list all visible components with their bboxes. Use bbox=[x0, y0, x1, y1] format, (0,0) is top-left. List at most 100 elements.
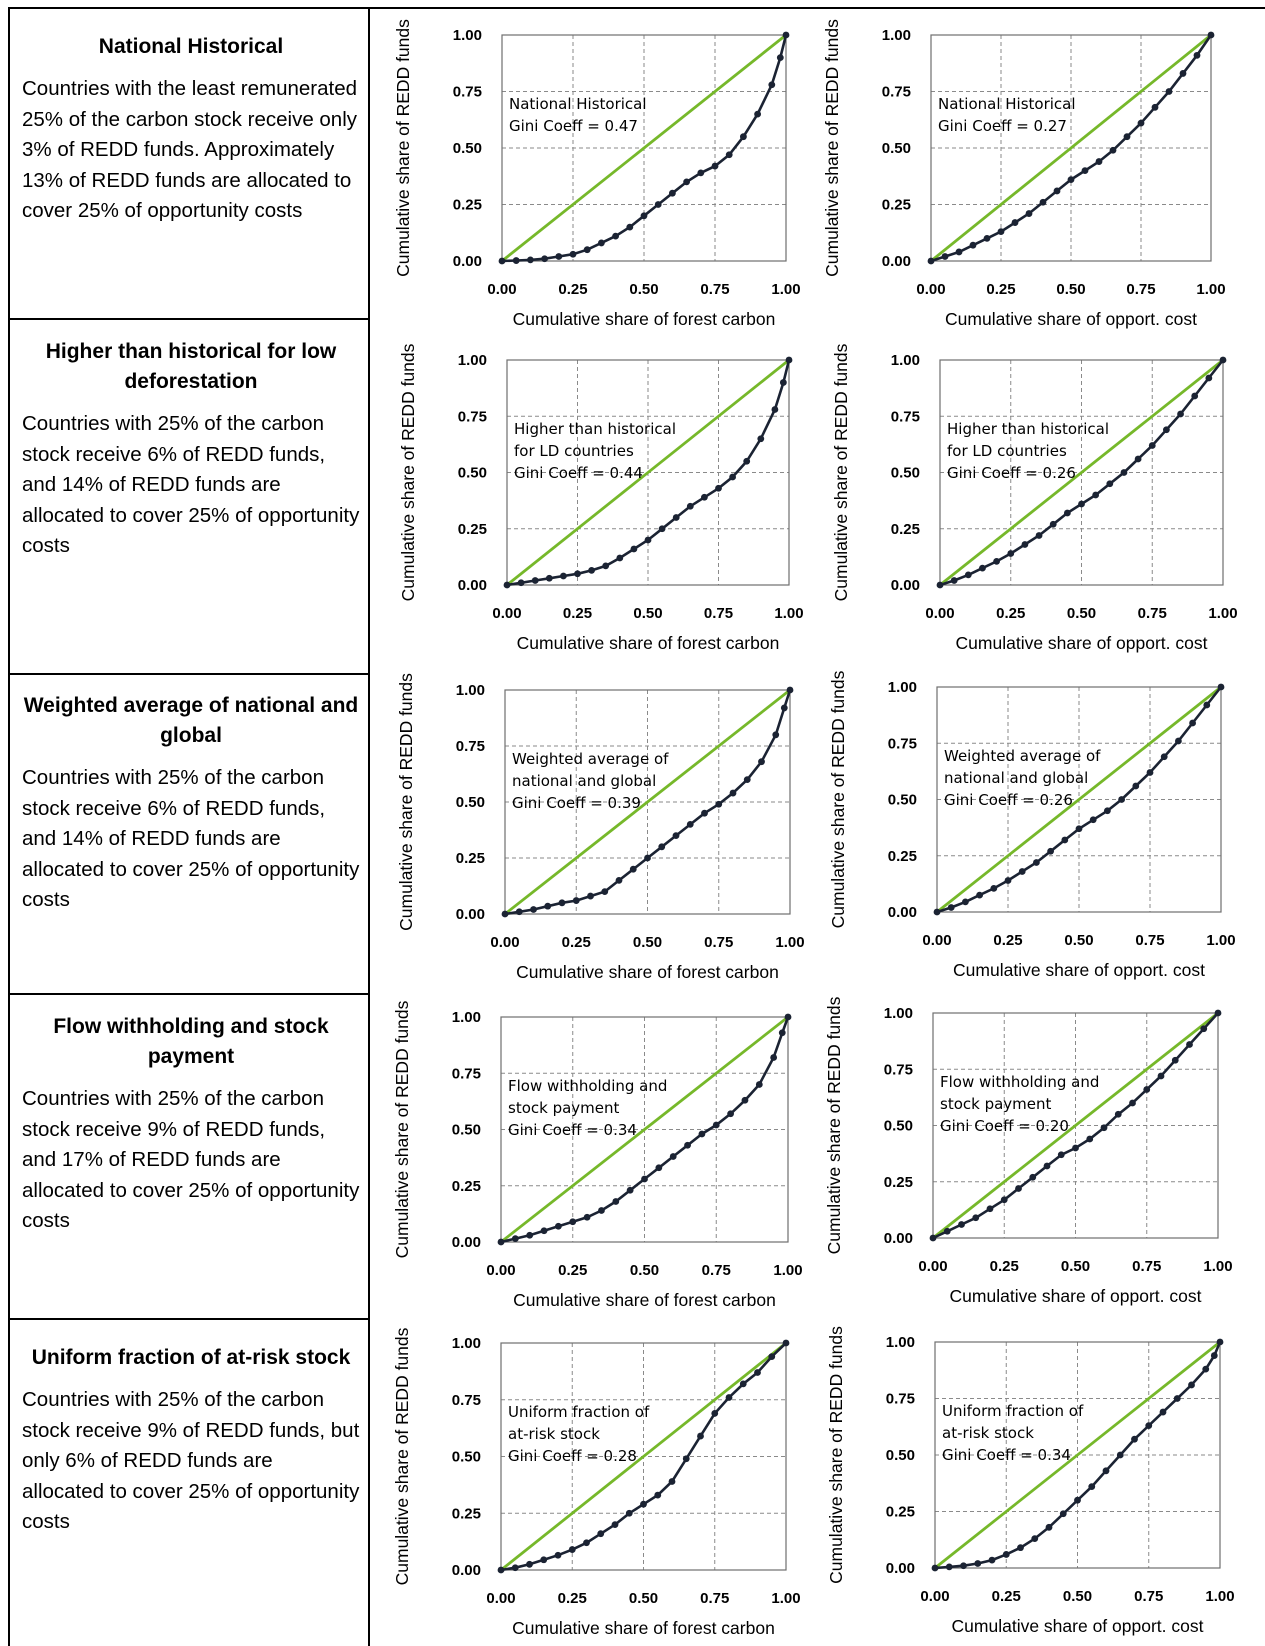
lorenz-data-point bbox=[1007, 550, 1015, 557]
lorenz-data-point bbox=[784, 1013, 792, 1021]
lorenz-data-point bbox=[701, 493, 708, 501]
scenario-description: Countries with 25% of the carbon stock r… bbox=[22, 1388, 360, 1533]
lorenz-data-point bbox=[964, 571, 972, 579]
lorenz-data-point bbox=[541, 255, 548, 263]
scenario-annotation: for LD countries bbox=[514, 442, 634, 460]
lorenz-data-point bbox=[715, 484, 722, 492]
x-tick-label: 0.25 bbox=[558, 1590, 587, 1607]
y-tick-label: 1.00 bbox=[453, 27, 482, 44]
lorenz-data-point bbox=[729, 789, 737, 797]
y-tick-label: 0.00 bbox=[453, 253, 482, 270]
y-tick-label: 1.00 bbox=[884, 1005, 913, 1022]
scenario-annotation: Higher than historical bbox=[947, 420, 1109, 438]
x-tick-label: 0.75 bbox=[704, 934, 733, 951]
lorenz-data-point bbox=[1217, 683, 1225, 691]
plot-area-frame bbox=[936, 686, 1222, 913]
lorenz-data-point bbox=[511, 1564, 519, 1572]
lorenz-data-point bbox=[1039, 198, 1047, 206]
line-of-equality bbox=[504, 688, 791, 916]
lorenz-data-point bbox=[641, 1175, 648, 1183]
lorenz-data-point bbox=[729, 473, 736, 481]
lorenz-data-point bbox=[527, 256, 534, 264]
y-tick-label: 1.00 bbox=[452, 1009, 481, 1026]
x-tick-label: 0.50 bbox=[1064, 932, 1093, 949]
lorenz-data-point bbox=[725, 151, 733, 159]
lorenz-data-point bbox=[1092, 491, 1100, 499]
lorenz-data-point bbox=[972, 1214, 980, 1222]
lorenz-data-point bbox=[1202, 1365, 1210, 1373]
lorenz-data-point bbox=[672, 514, 680, 521]
x-tick-label: 1.00 bbox=[1196, 281, 1225, 298]
lorenz-data-point bbox=[560, 572, 567, 580]
x-tick-label: 1.00 bbox=[1205, 1588, 1234, 1605]
y-tick-label: 1.00 bbox=[452, 1335, 481, 1352]
lorenz-data-point bbox=[587, 892, 594, 900]
lorenz-data-point bbox=[1029, 1173, 1037, 1181]
lorenz-data-point bbox=[1160, 753, 1168, 761]
x-tick-label: 0.00 bbox=[918, 1258, 947, 1275]
plot-area-frame bbox=[930, 34, 1212, 262]
lorenz-data-point bbox=[780, 704, 788, 712]
x-tick-label: 0.25 bbox=[563, 605, 592, 622]
lorenz-data-point bbox=[1116, 1451, 1124, 1459]
lorenz-data-point bbox=[1078, 500, 1085, 508]
lorenz-data-point bbox=[1210, 1352, 1218, 1359]
lorenz-data-point bbox=[1072, 1144, 1079, 1152]
lorenz-data-point bbox=[754, 110, 761, 118]
lorenz-data-point bbox=[743, 457, 751, 465]
line-of-equality bbox=[939, 358, 1224, 587]
column-divider bbox=[368, 7, 370, 1646]
y-axis-title: Cumulative share of REDD funds bbox=[392, 1000, 412, 1258]
scenario-annotation: Uniform fraction of bbox=[508, 1403, 650, 1421]
line-of-equality bbox=[934, 1340, 1221, 1570]
gini-coefficient-label: Gini Coeff = 0.39 bbox=[512, 794, 641, 812]
x-tick-label: 0.00 bbox=[486, 1590, 515, 1607]
y-tick-label: 0.50 bbox=[886, 1447, 915, 1464]
line-of-equality bbox=[930, 33, 1212, 263]
y-tick-label: 0.00 bbox=[452, 1234, 481, 1251]
y-tick-label: 0.75 bbox=[888, 735, 917, 752]
lorenz-data-point bbox=[672, 832, 680, 839]
lorenz-data-point bbox=[712, 1121, 720, 1129]
lorenz-data-point bbox=[697, 169, 705, 177]
line-of-equality bbox=[500, 1341, 787, 1572]
row-divider bbox=[8, 993, 368, 995]
lorenz-data-point bbox=[1146, 769, 1154, 776]
lorenz-data-point bbox=[1063, 509, 1071, 517]
y-axis-title: Cumulative share of REDD funds bbox=[396, 673, 416, 931]
lorenz-data-point bbox=[768, 1353, 776, 1361]
lorenz-data-point bbox=[1081, 167, 1089, 175]
lorenz-data-point bbox=[1159, 1408, 1167, 1416]
x-tick-label: 0.50 bbox=[1061, 1258, 1090, 1275]
x-axis-title: Cumulative share of forest carbon bbox=[513, 1290, 776, 1310]
x-tick-label: 1.00 bbox=[775, 934, 804, 951]
lorenz-data-point bbox=[771, 406, 779, 413]
y-tick-label: 1.00 bbox=[882, 27, 911, 44]
lorenz-data-point bbox=[1057, 1151, 1065, 1159]
lorenz-data-point bbox=[754, 1369, 761, 1376]
scenario-title: Uniform fraction of at-risk stock bbox=[31, 1346, 351, 1369]
scenario-title: Flow withholding and stock payment bbox=[53, 1015, 329, 1068]
scenario-cell-national-historical: National Historical Countries with the l… bbox=[22, 32, 360, 227]
lorenz-data-point bbox=[776, 54, 784, 61]
lorenz-data-point bbox=[644, 536, 652, 544]
scenario-annotation: Weighted average of bbox=[944, 747, 1101, 765]
gini-coefficient-label: Gini Coeff = 0.20 bbox=[940, 1117, 1069, 1135]
lorenz-data-point bbox=[1109, 146, 1117, 154]
y-tick-label: 0.25 bbox=[452, 1178, 481, 1195]
x-tick-label: 0.25 bbox=[986, 281, 1015, 298]
lorenz-data-point bbox=[497, 1566, 505, 1574]
lorenz-data-point bbox=[1191, 392, 1199, 400]
gini-coefficient-label: Gini Coeff = 0.47 bbox=[509, 117, 638, 135]
y-tick-label: 1.00 bbox=[456, 682, 485, 699]
lorenz-data-point bbox=[974, 1560, 982, 1567]
x-tick-label: 0.75 bbox=[1138, 605, 1167, 622]
x-axis-title: Cumulative share of opport. cost bbox=[945, 309, 1197, 329]
scenario-description: Countries with the least remunerated 25%… bbox=[22, 77, 358, 222]
lorenz-data-point bbox=[986, 1205, 994, 1213]
y-axis-title: Cumulative share of REDD funds bbox=[828, 670, 848, 928]
y-tick-label: 0.75 bbox=[453, 84, 482, 101]
